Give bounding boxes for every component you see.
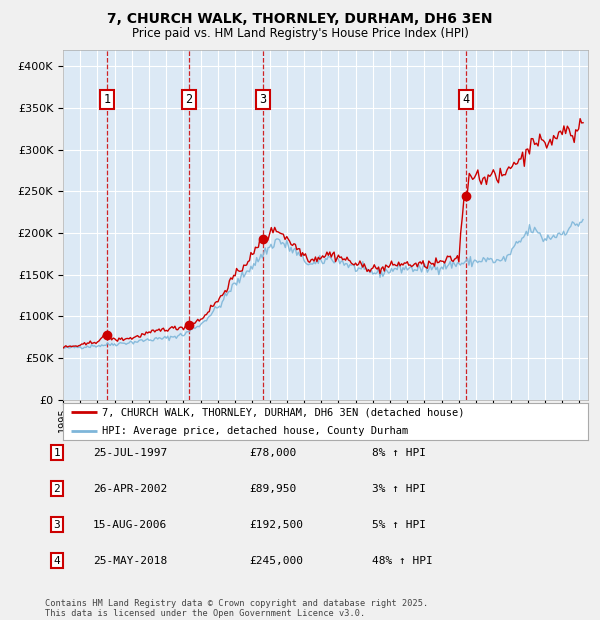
Text: 1: 1 bbox=[104, 93, 111, 106]
Text: 4: 4 bbox=[462, 93, 469, 106]
Text: £192,500: £192,500 bbox=[249, 520, 303, 529]
Text: 7, CHURCH WALK, THORNLEY, DURHAM, DH6 3EN (detached house): 7, CHURCH WALK, THORNLEY, DURHAM, DH6 3E… bbox=[103, 407, 465, 417]
Text: 3% ↑ HPI: 3% ↑ HPI bbox=[372, 484, 426, 494]
Text: 8% ↑ HPI: 8% ↑ HPI bbox=[372, 448, 426, 458]
Text: £245,000: £245,000 bbox=[249, 556, 303, 565]
Text: £78,000: £78,000 bbox=[249, 448, 296, 458]
Text: 15-AUG-2006: 15-AUG-2006 bbox=[93, 520, 167, 529]
Text: 25-JUL-1997: 25-JUL-1997 bbox=[93, 448, 167, 458]
Text: Contains HM Land Registry data © Crown copyright and database right 2025.
This d: Contains HM Land Registry data © Crown c… bbox=[45, 599, 428, 618]
Text: Price paid vs. HM Land Registry's House Price Index (HPI): Price paid vs. HM Land Registry's House … bbox=[131, 27, 469, 40]
Text: HPI: Average price, detached house, County Durham: HPI: Average price, detached house, Coun… bbox=[103, 426, 409, 436]
Text: 48% ↑ HPI: 48% ↑ HPI bbox=[372, 556, 433, 565]
Text: 26-APR-2002: 26-APR-2002 bbox=[93, 484, 167, 494]
Text: 7, CHURCH WALK, THORNLEY, DURHAM, DH6 3EN: 7, CHURCH WALK, THORNLEY, DURHAM, DH6 3E… bbox=[107, 12, 493, 27]
Text: 4: 4 bbox=[53, 556, 61, 565]
Text: £89,950: £89,950 bbox=[249, 484, 296, 494]
Text: 3: 3 bbox=[259, 93, 266, 106]
Text: 3: 3 bbox=[53, 520, 61, 529]
Text: 2: 2 bbox=[53, 484, 61, 494]
Text: 25-MAY-2018: 25-MAY-2018 bbox=[93, 556, 167, 565]
Text: 2: 2 bbox=[185, 93, 193, 106]
Text: 1: 1 bbox=[53, 448, 61, 458]
Text: 5% ↑ HPI: 5% ↑ HPI bbox=[372, 520, 426, 529]
